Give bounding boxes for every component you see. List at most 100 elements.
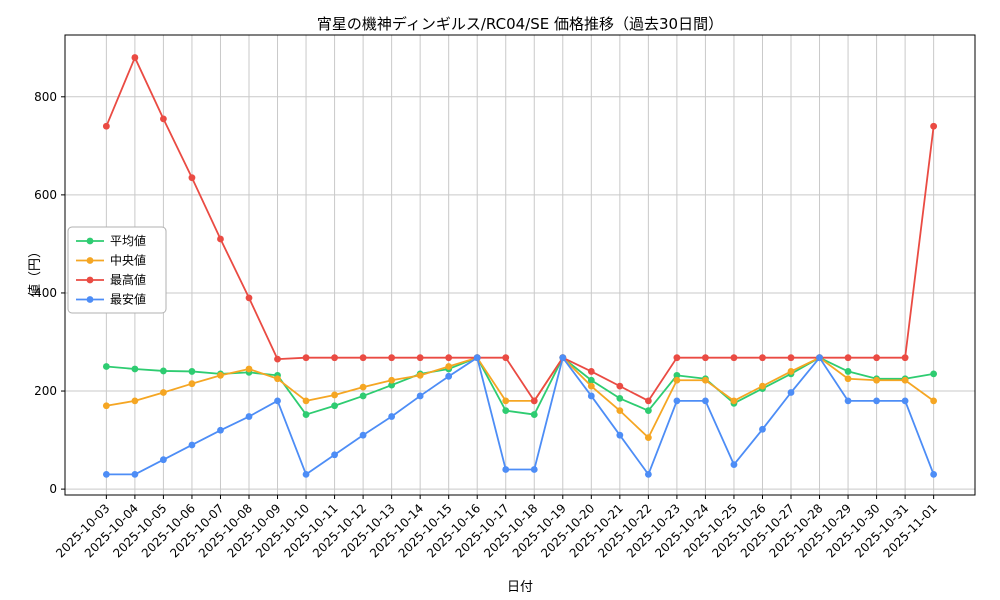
legend-marker-median <box>86 257 94 264</box>
data-point-median <box>844 375 852 383</box>
data-point-median <box>217 371 224 379</box>
data-point-median <box>274 375 281 383</box>
data-point-median <box>245 365 253 373</box>
legend-marker-max <box>86 276 94 284</box>
data-point-max <box>445 354 453 362</box>
data-point-min <box>787 389 795 396</box>
data-point-median <box>102 402 110 410</box>
series-line-max <box>105 56 935 402</box>
data-point-median <box>930 397 938 405</box>
data-point-max <box>702 354 709 362</box>
data-point-min <box>816 354 823 362</box>
data-point-max <box>759 354 766 362</box>
legend-label-max: 最高値 <box>110 272 146 287</box>
y-tick-label: 600 <box>34 188 57 202</box>
data-point-min <box>530 466 538 473</box>
data-point-min <box>160 456 167 464</box>
data-point-min <box>587 392 595 400</box>
data-point-max <box>787 354 795 362</box>
data-point-max <box>274 355 281 363</box>
series-line-min <box>106 356 935 476</box>
data-point-average <box>587 376 595 384</box>
data-point-average <box>844 368 852 375</box>
data-point-min <box>331 451 338 459</box>
data-point-average <box>188 368 196 375</box>
plot-area <box>65 35 975 495</box>
data-point-median <box>673 376 681 384</box>
data-point-min <box>930 471 938 478</box>
data-point-median <box>702 376 709 384</box>
data-point-max <box>587 368 595 375</box>
data-point-min <box>759 425 766 433</box>
data-point-median <box>160 389 167 396</box>
data-point-min <box>217 426 224 434</box>
data-point-average <box>160 367 167 375</box>
data-point-max <box>188 174 196 182</box>
data-point-median <box>188 380 196 388</box>
data-point-average <box>331 402 338 410</box>
data-point-min <box>416 392 424 400</box>
data-point-min <box>844 397 852 405</box>
data-point-min <box>473 354 481 362</box>
data-point-median <box>302 397 310 405</box>
data-point-min <box>616 431 624 439</box>
data-point-max <box>102 122 110 130</box>
y-tick-label: 400 <box>34 286 57 300</box>
data-point-min <box>302 471 310 478</box>
data-point-median <box>359 383 367 391</box>
data-point-max <box>644 397 652 405</box>
legend-marker-min <box>86 296 94 303</box>
data-point-median <box>616 407 624 415</box>
data-point-max <box>930 122 938 130</box>
data-point-min <box>131 471 139 478</box>
data-point-min <box>102 471 110 478</box>
data-point-median <box>331 391 338 399</box>
data-point-max <box>388 354 396 362</box>
data-point-min <box>502 466 510 473</box>
legend-label-min: 最安値 <box>110 292 146 307</box>
data-point-max <box>616 382 624 390</box>
data-point-median <box>445 363 453 370</box>
y-tick-label: 200 <box>34 384 57 398</box>
data-point-min <box>245 413 253 420</box>
data-point-median <box>873 376 880 384</box>
y-tick-label: 0 <box>49 482 57 496</box>
data-point-max <box>302 354 310 362</box>
data-point-min <box>673 397 681 405</box>
data-point-average <box>502 407 510 415</box>
series-line-average <box>106 356 934 416</box>
legend-box <box>67 226 167 314</box>
data-point-min <box>702 397 709 405</box>
data-point-average <box>930 370 938 378</box>
data-point-median <box>587 382 595 390</box>
data-point-max <box>131 54 139 61</box>
data-point-min <box>388 413 396 420</box>
data-point-average <box>644 407 652 415</box>
data-point-average <box>131 365 139 373</box>
data-point-max <box>730 354 738 362</box>
axes-spines <box>64 34 976 496</box>
data-point-median <box>131 397 139 405</box>
legend-label-median: 中央値 <box>110 253 146 268</box>
data-point-max <box>245 294 253 302</box>
data-point-max <box>217 235 224 243</box>
data-point-min <box>359 431 367 439</box>
data-point-average <box>359 392 367 400</box>
data-point-average <box>388 381 396 389</box>
data-point-min <box>730 461 738 468</box>
data-point-max <box>502 354 510 362</box>
data-point-average <box>530 411 538 418</box>
data-point-median <box>502 397 510 405</box>
data-point-min <box>274 397 281 405</box>
data-point-min <box>901 397 909 405</box>
data-point-max <box>331 354 338 362</box>
data-point-min <box>644 471 652 478</box>
chart-title: 宵星の機神ディンギルス/RC04/SE 価格推移（過去30日間） <box>316 15 724 33</box>
data-point-max <box>673 354 681 362</box>
data-point-median <box>730 397 738 405</box>
data-point-min <box>445 372 453 380</box>
data-point-max <box>901 354 909 362</box>
